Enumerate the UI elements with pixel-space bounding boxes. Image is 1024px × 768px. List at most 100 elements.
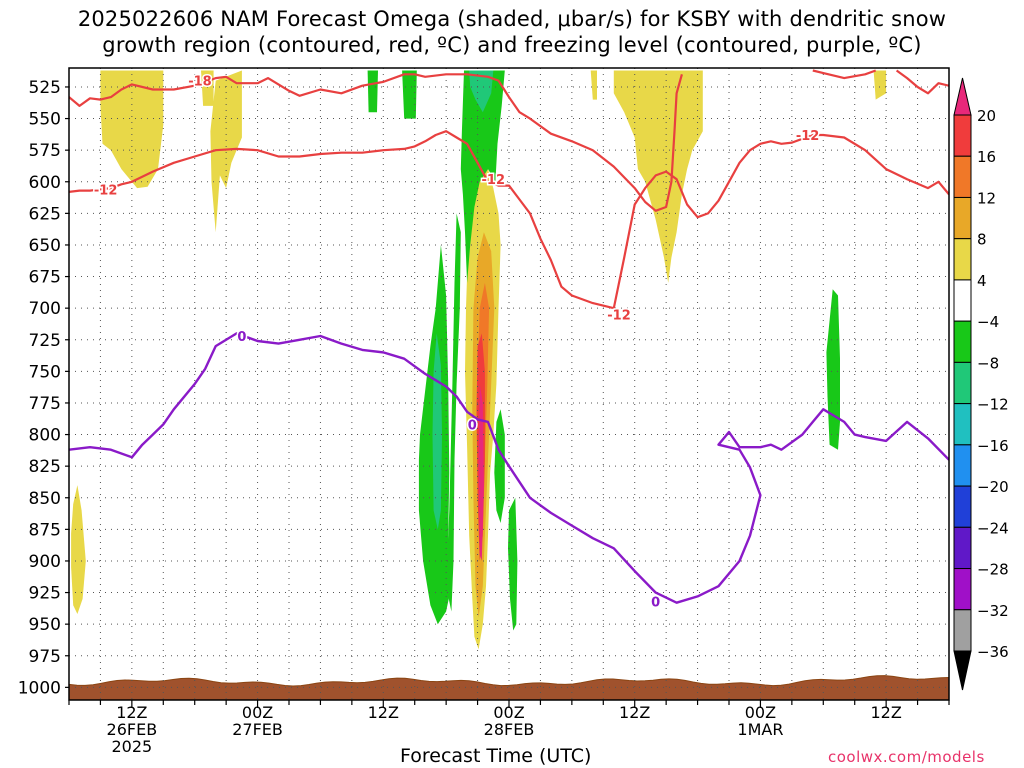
x-axis-title: Forecast Time (UTC) <box>400 745 592 767</box>
colorbar-swatch <box>953 114 972 157</box>
y-tick-label: 875 <box>29 520 61 540</box>
contour-label: -12 <box>796 129 820 144</box>
y-tick-label: 525 <box>29 78 61 98</box>
y-tick-label: 1000 <box>18 678 61 698</box>
dgz-contour-4 <box>895 69 949 95</box>
y-tick-label: 650 <box>29 236 61 256</box>
contour-label: -12 <box>482 173 506 188</box>
x-tick-label: 12Z <box>870 703 901 722</box>
x-tick-label: 00Z <box>493 703 524 722</box>
y-tick-label: 750 <box>29 362 61 382</box>
freezing-level-label: 0 <box>468 418 477 433</box>
y-tick-label: 675 <box>29 268 61 288</box>
omega-region-18 <box>508 497 518 631</box>
colorbar-label: −8 <box>977 354 999 372</box>
omega-shading <box>71 70 887 650</box>
x-tick-label: 28FEB <box>484 720 535 739</box>
omega-region-2 <box>210 70 242 233</box>
y-tick-label: 575 <box>29 141 61 161</box>
grid-lines <box>69 68 949 700</box>
colorbar-label: 8 <box>977 231 987 249</box>
omega-region-0 <box>100 70 164 189</box>
x-tick-label: 00Z <box>745 703 776 722</box>
plot-frame <box>68 67 950 701</box>
y-tick-label: 800 <box>29 426 61 446</box>
colorbar-label: 20 <box>977 107 996 125</box>
y-tick-label: 625 <box>29 204 61 224</box>
x-tick-label: 00Z <box>242 703 273 722</box>
colorbar-swatch <box>953 320 972 363</box>
y-tick-label: 950 <box>29 615 61 635</box>
x-tick-label: 1MAR <box>737 720 783 739</box>
colorbar-swatch <box>953 238 972 281</box>
source-credit: coolwx.com/models <box>828 748 985 766</box>
y-tick-label: 700 <box>29 299 61 319</box>
x-tick-label: 27FEB <box>232 720 283 739</box>
colorbar-swatch <box>953 568 972 611</box>
y-tick-label: 550 <box>29 110 61 130</box>
colorbar-label: −20 <box>977 478 1009 496</box>
colorbar-top-arrow <box>953 77 972 116</box>
omega-region-15 <box>367 70 378 113</box>
contour-label: -12 <box>607 308 631 323</box>
chart-title: 2025022606 NAM Forecast Omega (shaded, μ… <box>0 6 1024 58</box>
colorbar-swatch <box>953 403 972 446</box>
dgz-contour-1 <box>612 133 949 309</box>
chart-title-line-2: growth region (contoured, red, ºC) and f… <box>102 33 922 57</box>
colorbar-label: −4 <box>977 313 999 331</box>
colorbar-label: −24 <box>977 519 1009 537</box>
omega-region-17 <box>494 409 505 523</box>
omega-region-6 <box>873 70 887 100</box>
chart-title-line-1: 2025022606 NAM Forecast Omega (shaded, μ… <box>77 7 947 31</box>
omega-region-19 <box>826 289 840 450</box>
plot-area <box>69 68 949 700</box>
y-axis-pressure: 525 550 575 600 625 650 675 700 725 750 775 800 825 8… <box>18 78 69 698</box>
omega-region-16 <box>402 70 417 119</box>
colorbar-swatch <box>953 526 972 570</box>
colorbar-label: −12 <box>977 396 1009 414</box>
x-tick-label: 26FEB <box>107 720 158 739</box>
x-tick-label: 12Z <box>368 703 399 722</box>
contour-label: -12 <box>94 183 118 198</box>
x-tick-label: 12Z <box>619 703 650 722</box>
colorbar-swatch <box>953 444 972 487</box>
omega-region-4 <box>590 70 597 100</box>
colorbar-bottom-arrow <box>953 650 972 691</box>
omega-region-13 <box>446 213 461 612</box>
y-tick-label: 850 <box>29 489 61 509</box>
colorbar-label: −28 <box>977 561 1009 579</box>
x-tick-label: 2025 <box>111 737 152 756</box>
freezing-level-label: 0 <box>651 595 660 610</box>
omega-region-5 <box>613 70 703 283</box>
colorbar-label: 16 <box>977 148 996 166</box>
x-tick-label: 12Z <box>116 703 147 722</box>
colorbar-legend: 20 16 12 8 4 −4 −8 −12 −16 −20 −24 −28 −32 −36 <box>953 77 1009 691</box>
y-tick-label: 775 <box>29 394 61 414</box>
colorbar-label: −32 <box>977 602 1009 620</box>
freezing-level-label: 0 <box>237 330 246 345</box>
colorbar-label: −16 <box>977 437 1009 455</box>
dgz-contour-2 <box>69 73 683 212</box>
y-tick-label: 600 <box>29 173 61 193</box>
y-tick-label: 825 <box>29 457 61 477</box>
colorbar-label: −36 <box>977 643 1009 661</box>
y-tick-label: 925 <box>29 584 61 604</box>
colorbar-swatch <box>953 609 972 652</box>
omega-region-11 <box>478 384 484 561</box>
omega-region-12 <box>460 70 505 283</box>
terrain-band <box>69 675 949 700</box>
terrain-ground <box>69 675 949 700</box>
contour-lines <box>69 69 949 604</box>
contour-labels: -12 -12 -12 -12 -18 0 0 0 <box>92 73 820 612</box>
dgz-contour-0 <box>69 130 615 310</box>
y-tick-label: 725 <box>29 331 61 351</box>
omega-region-20 <box>469 70 494 113</box>
dgz-contour-3 <box>812 69 877 80</box>
contour-label: -18 <box>188 75 212 90</box>
colorbar-swatch <box>953 485 972 528</box>
colorbar-swatch <box>953 279 972 322</box>
colorbar-swatch <box>953 155 972 198</box>
omega-region-3 <box>71 485 86 614</box>
